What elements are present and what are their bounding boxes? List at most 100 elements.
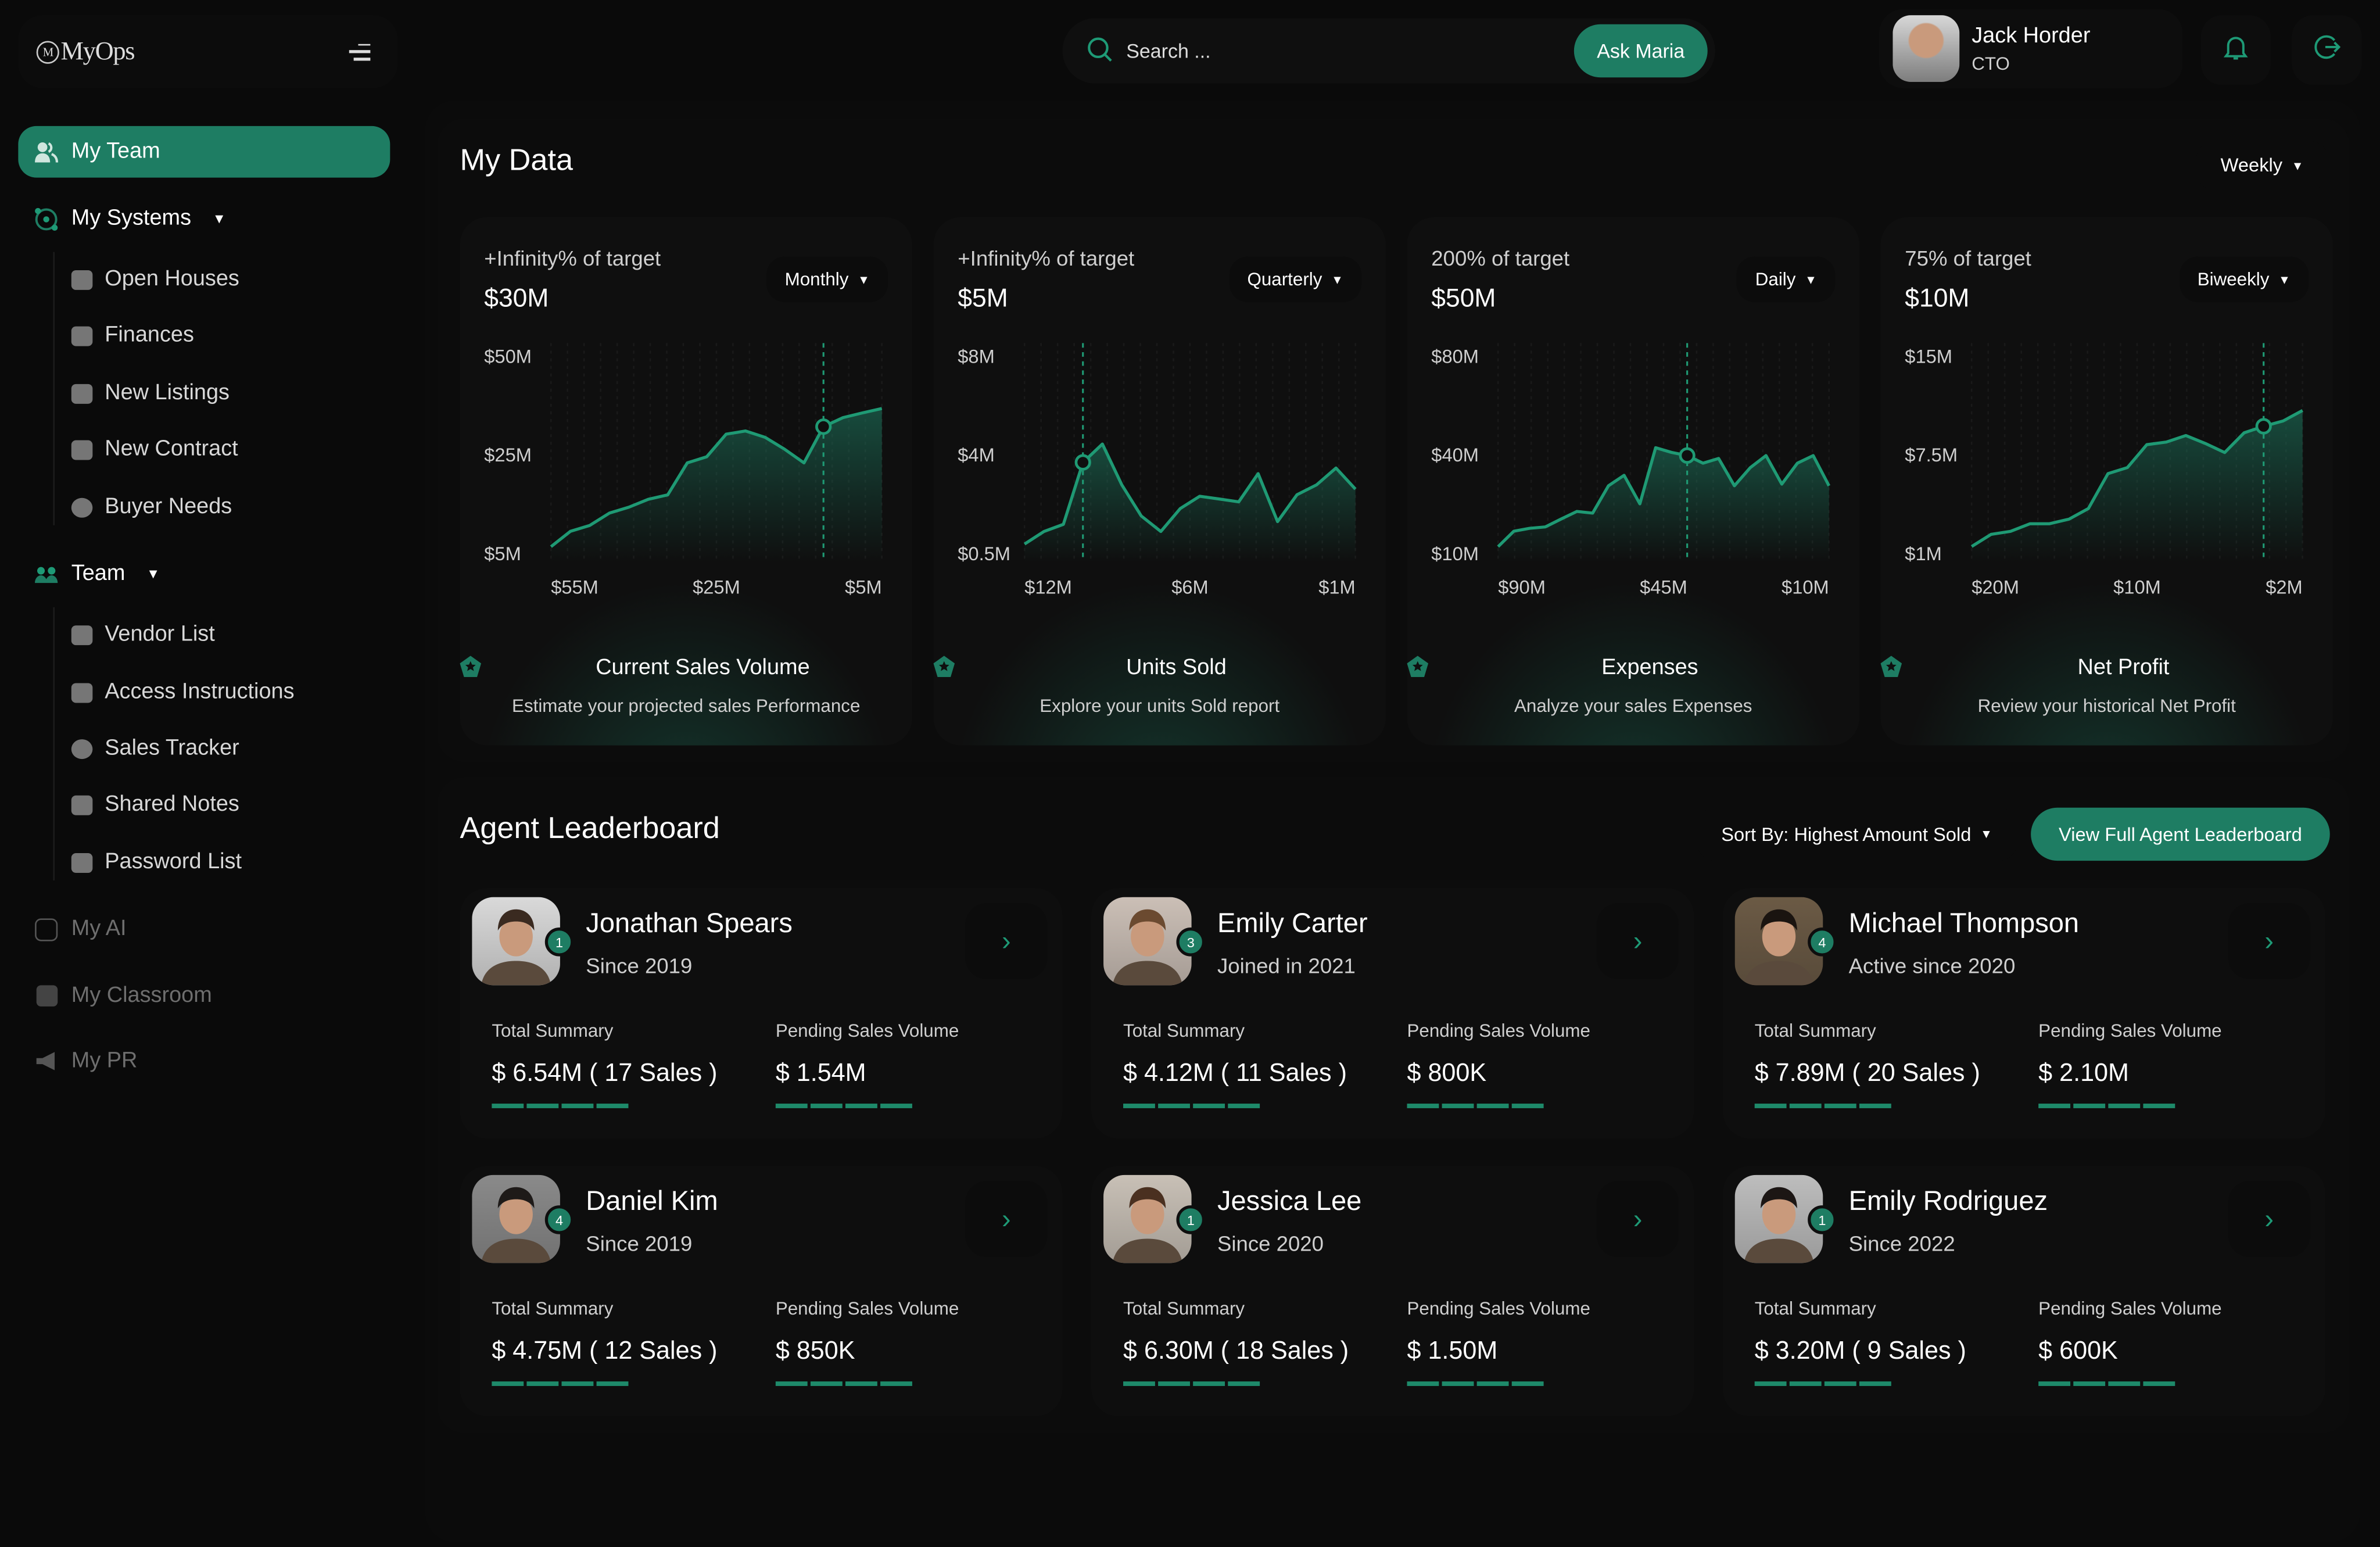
sidebar-item-password-list[interactable]: Password List [71,846,242,879]
caret-down-icon: ▼ [858,272,870,287]
star-badge-icon [933,656,1114,679]
sidebar-item-buyer-needs[interactable]: Buyer Needs [71,490,232,524]
sidebar-item-my-pr[interactable]: My PR [18,1036,390,1087]
lock-icon [71,852,93,872]
agent-card: 1 Emily Rodriguez Since 2022 › Total Summary… [1722,1166,2325,1417]
open-agent-button[interactable]: › [965,1181,1048,1257]
sidebar-item-new-listings[interactable]: New Listings [71,377,230,410]
chart-card: +Infinity% of target $5M Quarterly ▼ $8M $4M $… [933,217,1386,746]
open-agent-button[interactable]: › [965,903,1048,979]
pending-value: $ 800K [1407,1059,1487,1087]
chart-subtitle: Estimate your projected sales Performanc… [512,695,861,717]
data-point-marker[interactable] [815,418,832,435]
total-summary-label: Total Summary [492,1020,614,1041]
team-icon [33,561,59,586]
open-agent-button[interactable]: › [1597,903,1679,979]
x-tick-label: $1M [1318,576,1356,597]
sidebar-item-my-team[interactable]: My Team [18,126,390,178]
period-dropdown[interactable]: Quarterly ▼ [1229,256,1362,302]
sidebar-item-finances[interactable]: Finances [71,319,194,352]
logo-bar: M MyOps [18,15,398,88]
chevron-right-icon: › [1633,1203,1643,1234]
chart-subtitle: Analyze your sales Expenses [1514,695,1752,717]
data-point-marker[interactable] [1074,454,1091,471]
agent-name[interactable]: Jessica Lee [1217,1186,1362,1216]
chart-subtitle: Review your historical Net Profit [1977,695,2236,717]
chart-title[interactable]: Expenses [1407,656,1859,680]
total-summary-value: $ 3.20M ( 9 Sales ) [1754,1337,1966,1365]
x-tick-label: $10M [2113,576,2161,597]
open-agent-button[interactable]: › [2228,1181,2310,1257]
sidebar-item-new-contract[interactable]: New Contract [71,432,238,465]
agent-card: 4 Daniel Kim Since 2019 › Total Summary Pendi… [460,1166,1063,1417]
target-percent: +Infinity% of target [958,246,1135,270]
sidebar-item-team[interactable]: Team ▼ [18,548,390,600]
period-label: Daily [1755,268,1796,290]
sidebar-item-my-classroom[interactable]: My Classroom [18,970,390,1022]
sidebar-item-access-instructions[interactable]: Access Instructions [71,675,295,708]
chart-title[interactable]: Current Sales Volume [460,656,912,680]
sort-dropdown[interactable]: Sort By: Highest Amount Sold ▼ [1697,807,2017,861]
sidebar-item-sales-tracker[interactable]: Sales Tracker [71,732,239,765]
card-glow [933,563,1386,746]
y-tick-label: $40M [1431,444,1479,465]
agent-name[interactable]: Emily Carter [1217,908,1368,939]
chevron-right-icon: › [1002,1203,1011,1234]
logo[interactable]: M MyOps [36,37,135,67]
chart-title[interactable]: Units Sold [933,656,1386,680]
data-point-marker[interactable] [1679,447,1696,464]
period-dropdown[interactable]: Daily ▼ [1737,256,1836,302]
chevron-right-icon: › [2264,925,2274,956]
y-tick-label: $80M [1431,345,1479,367]
progress-bars [775,1381,912,1385]
user-profile[interactable]: Jack Horder CTO [1879,9,2183,88]
ask-maria-button[interactable]: Ask Maria [1573,24,1708,78]
megaphone-icon [33,1048,59,1074]
sidebar-item-my-systems[interactable]: My Systems ▼ [18,193,390,245]
search-input[interactable]: Search ... [1126,39,1211,63]
data-point-marker[interactable] [2255,418,2272,435]
view-full-leaderboard-button[interactable]: View Full Agent Leaderboard [2031,807,2330,861]
x-tick-label: $90M [1498,576,1546,597]
search-bar[interactable]: Search ... Ask Maria [1062,18,1715,84]
users-icon [33,139,59,164]
agent-name[interactable]: Jonathan Spears [586,908,793,939]
notifications-button[interactable] [2200,15,2271,85]
x-tick-label: $2M [2266,576,2303,597]
y-tick-label: $4M [958,444,995,465]
agent-name[interactable]: Daniel Kim [586,1186,718,1216]
y-tick-label: $0.5M [958,543,1010,564]
period-label: Biweekly [2197,268,2270,290]
chart-title-text: Net Profit [2077,656,2170,681]
target-amount: $10M [1905,284,1970,313]
period-dropdown[interactable]: Weekly ▼ [2196,141,2328,190]
open-agent-button[interactable]: › [2228,903,2310,979]
progress-bars [1407,1104,1544,1108]
agent-name[interactable]: Emily Rodriguez [1848,1186,2048,1216]
total-summary-label: Total Summary [1123,1298,1245,1320]
period-dropdown[interactable]: Monthly ▼ [766,256,888,302]
target-amount: $50M [1431,284,1496,313]
sidebar-item-my-ai[interactable]: My AI [18,903,390,955]
house-icon [71,269,93,289]
y-tick-label: $5M [484,543,521,564]
bulb-icon [71,497,93,517]
chart-title[interactable]: Net Profit [1880,656,2333,681]
agent-since: Since 2022 [1848,1231,1955,1256]
y-tick-label: $10M [1431,543,1479,564]
agent-name[interactable]: Michael Thompson [1848,908,2080,939]
total-summary-label: Total Summary [1754,1298,1876,1320]
sidebar-item-vendor-list[interactable]: Vendor List [71,618,215,651]
y-tick-label: $1M [1905,543,1941,564]
rank-badge: 1 [1808,1205,1837,1234]
open-agent-button[interactable]: › [1597,1181,1679,1257]
chevron-right-icon: › [2264,1203,2274,1234]
sidebar-item-shared-notes[interactable]: Shared Notes [71,788,239,821]
chevron-right-icon: › [1633,925,1643,956]
menu-toggle-icon[interactable] [349,43,371,60]
period-dropdown[interactable]: Biweekly ▼ [2179,256,2309,302]
rank-badge: 4 [544,1205,574,1234]
sidebar-item-open-houses[interactable]: Open Houses [71,263,239,296]
logout-button[interactable] [2292,15,2362,85]
y-tick-label: $7.5M [1905,444,1958,465]
